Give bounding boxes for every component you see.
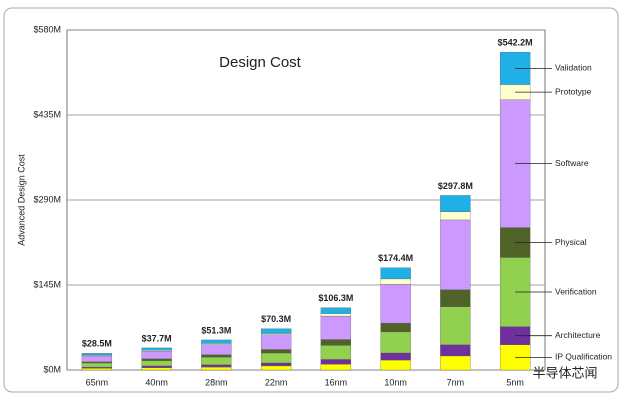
- bar-segment: [260, 362, 292, 367]
- bar-segment: [320, 359, 352, 365]
- total-label: $297.8M: [438, 181, 473, 191]
- bar-segment: [320, 313, 352, 317]
- x-tick-label: 40nm: [145, 377, 168, 387]
- bar-segment: [320, 315, 352, 340]
- bar-segment: [81, 353, 113, 356]
- bar-segment: [440, 344, 471, 357]
- bar-segment: [440, 289, 471, 307]
- bar-segment: [320, 307, 352, 314]
- bar-segment: [201, 354, 232, 358]
- bar-segment: [141, 360, 172, 367]
- legend-label: Verification: [555, 286, 597, 296]
- bar-segment: [380, 284, 411, 324]
- bar-segment: [440, 219, 471, 290]
- legend-label: Validation: [555, 63, 592, 73]
- x-tick-label: 7nm: [447, 377, 465, 387]
- bar-segment: [380, 352, 411, 361]
- bar-segment: [380, 267, 411, 280]
- bar-segment: [81, 355, 113, 362]
- x-tick-label: 65nm: [86, 377, 109, 387]
- bar-segment: [440, 306, 471, 345]
- x-tick-label: 10nm: [384, 377, 407, 387]
- y-tick-label: $0M: [43, 364, 61, 374]
- chart-title: Design Cost: [219, 54, 302, 71]
- bar-segment: [81, 361, 113, 364]
- bar-segment: [320, 345, 352, 360]
- y-tick-label: $435M: [33, 109, 61, 119]
- bar-segment: [440, 355, 471, 371]
- bar-segment: [201, 339, 232, 344]
- bar-segment: [380, 278, 411, 285]
- bar-segment: [380, 322, 411, 333]
- bar-segment: [380, 331, 411, 354]
- legend-label: Software: [555, 158, 589, 168]
- legend-label: IP Qualification: [555, 352, 612, 362]
- legend-label: Architecture: [555, 330, 601, 340]
- total-label: $106.3M: [318, 293, 353, 303]
- bar-segment: [81, 368, 113, 371]
- bar-segment: [141, 367, 172, 371]
- bar-segment: [201, 344, 232, 355]
- legend-label: Prototype: [555, 86, 592, 96]
- bar-segment: [201, 366, 232, 371]
- bar-segment: [81, 362, 113, 368]
- bar-segment: [440, 211, 471, 221]
- bar-segment: [201, 364, 232, 368]
- total-label: $37.7M: [142, 333, 172, 343]
- total-label: $174.4M: [378, 253, 413, 263]
- bar-segment: [141, 351, 172, 360]
- y-tick-label: $580M: [33, 24, 61, 34]
- x-tick-label: 5nm: [506, 377, 524, 387]
- bar-segment: [320, 363, 352, 371]
- bar-segment: [260, 328, 292, 334]
- total-label: $70.3M: [261, 314, 291, 324]
- legend-label: Physical: [555, 237, 587, 247]
- y-tick-label: $145M: [33, 279, 61, 289]
- total-label: $542.2M: [498, 38, 533, 48]
- bar-segment: [201, 343, 232, 345]
- bar-segment: [81, 366, 113, 369]
- bar-segment: [201, 356, 232, 365]
- watermark: 半导体芯闻: [532, 365, 597, 380]
- x-tick-label: 22nm: [265, 377, 288, 387]
- x-tick-label: 28nm: [205, 377, 228, 387]
- total-label: $51.3M: [201, 325, 231, 335]
- bar-segment: [141, 365, 172, 368]
- bar-segment: [260, 333, 292, 335]
- bar-segment: [260, 365, 292, 371]
- total-label: $28.5M: [82, 339, 112, 349]
- bar-segment: [141, 347, 172, 351]
- bar-segment: [141, 358, 172, 361]
- bar-segment: [260, 352, 292, 364]
- bar-segment: [320, 339, 352, 346]
- x-tick-label: 16nm: [325, 377, 348, 387]
- bar-segment: [260, 334, 292, 350]
- bar-segment: [260, 349, 292, 354]
- bar-segment: [440, 195, 471, 212]
- y-tick-label: $290M: [33, 194, 61, 204]
- y-axis-label: Advanced Design Cost: [16, 154, 26, 246]
- bar-segment: [380, 359, 411, 371]
